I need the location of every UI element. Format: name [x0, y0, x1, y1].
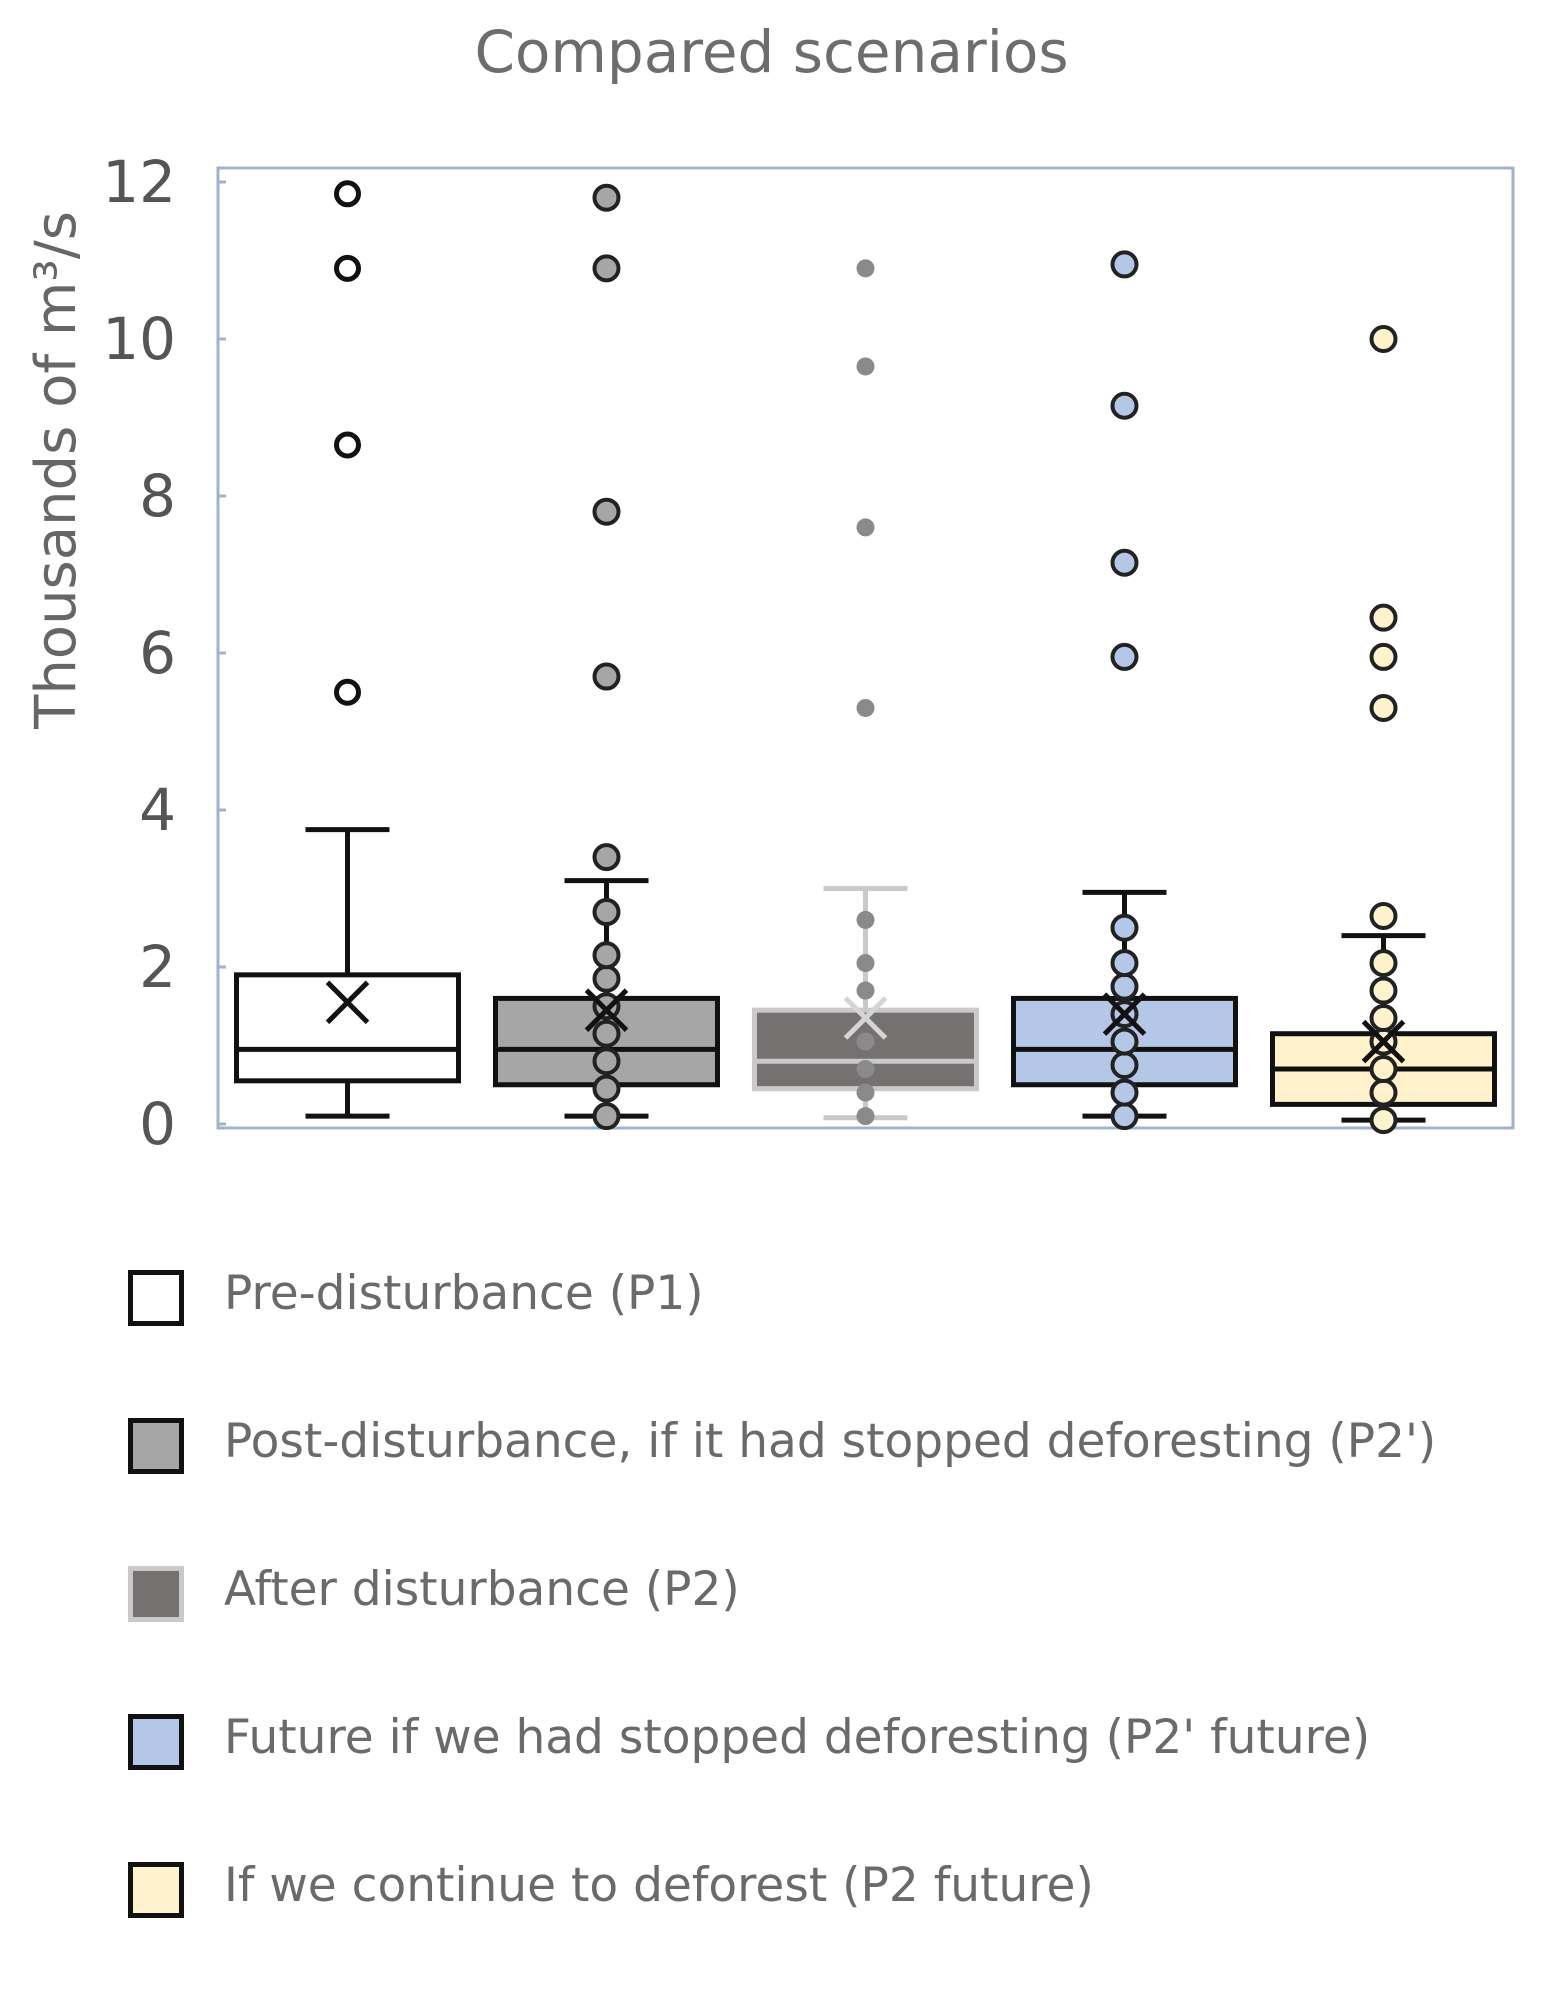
box-series-3 — [752, 259, 979, 1126]
plot-series — [234, 180, 1497, 1135]
data-point — [856, 1107, 875, 1126]
outlier-point — [1369, 325, 1398, 353]
data-point — [856, 981, 875, 1000]
legend-label: If we continue to deforest (P2 future) — [224, 1858, 1094, 1913]
outlier-point — [1369, 693, 1398, 722]
legend-label: Post-disturbance, if it had stopped defo… — [224, 1414, 1437, 1469]
outlier-point — [856, 698, 875, 717]
data-point — [856, 910, 875, 929]
data-point — [1110, 949, 1139, 978]
data-point — [592, 992, 621, 1021]
outlier-point — [1110, 642, 1139, 671]
outlier-point — [1369, 603, 1398, 632]
legend-swatch — [128, 1270, 184, 1326]
data-point — [592, 1102, 621, 1131]
legend-label: Future if we had stopped deforesting (P2… — [224, 1710, 1371, 1765]
mean-marker — [843, 996, 888, 1040]
y-axis-title: Thousands of m³/s — [24, 211, 89, 730]
y-tick-label: 6 — [139, 619, 176, 687]
outlier-point — [1110, 250, 1139, 279]
y-axis: 0 2 4 6 8 10 12 — [102, 148, 226, 1158]
outlier-point — [1110, 548, 1139, 577]
outlier-point — [334, 254, 361, 282]
data-point — [1369, 1078, 1398, 1107]
outlier-point — [592, 843, 621, 872]
legend-label: After disturbance (P2) — [224, 1562, 740, 1617]
data-point — [856, 1060, 875, 1079]
data-point — [1369, 901, 1398, 930]
outlier-point — [1369, 642, 1398, 671]
data-point — [1369, 976, 1398, 1005]
outlier-point — [856, 259, 875, 278]
data-point — [592, 1047, 621, 1076]
data-point — [1110, 1102, 1139, 1131]
data-point — [1110, 913, 1139, 942]
y-tick-label: 10 — [102, 305, 176, 373]
data-point — [1110, 972, 1139, 1001]
data-point — [592, 964, 621, 993]
y-tick-label: 8 — [139, 462, 176, 530]
legend-swatch — [128, 1862, 184, 1918]
data-point — [592, 898, 621, 927]
data-point — [1110, 1027, 1139, 1056]
data-point — [592, 941, 621, 970]
data-point — [856, 954, 875, 973]
y-tick-label: 0 — [139, 1090, 176, 1158]
plot-area — [216, 166, 1515, 1130]
outlier-point — [334, 431, 361, 459]
outlier-point — [334, 678, 361, 706]
data-point — [1110, 1078, 1139, 1107]
y-tick-label: 4 — [139, 776, 176, 844]
outlier-point — [592, 662, 621, 691]
data-point — [1369, 1004, 1398, 1033]
data-point — [592, 1074, 621, 1103]
data-point — [856, 1083, 875, 1102]
data-point — [1369, 1106, 1398, 1135]
legend-label: Pre-disturbance (P1) — [224, 1266, 704, 1321]
box-series-2 — [493, 183, 720, 1131]
box-series-4 — [1011, 250, 1238, 1131]
legend-swatch — [128, 1566, 184, 1622]
data-point — [1369, 949, 1398, 978]
data-point — [1110, 1051, 1139, 1080]
outlier-point — [856, 357, 875, 376]
iqr-box — [234, 972, 461, 1084]
legend-swatch — [128, 1714, 184, 1770]
data-point — [592, 1019, 621, 1048]
chart-title: Compared scenarios — [474, 18, 1069, 86]
outlier-point — [1110, 391, 1139, 420]
outlier-point — [334, 180, 361, 208]
data-point — [1369, 1055, 1398, 1084]
mean-marker — [1361, 1019, 1406, 1064]
y-tick-label: 12 — [102, 148, 176, 216]
mean-marker — [1102, 992, 1147, 1036]
outlier-point — [592, 183, 621, 212]
mean-marker — [325, 980, 370, 1025]
box-series-1 — [234, 180, 461, 1119]
mean-marker — [584, 988, 629, 1032]
y-tick-label: 2 — [139, 933, 176, 1001]
boxplot-chart: Thousands of m³/s 0 2 4 6 8 10 12 — [24, 148, 1515, 1158]
box-series-5 — [1270, 325, 1497, 1135]
legend-swatch — [128, 1418, 184, 1474]
outlier-point — [856, 518, 875, 537]
data-point — [856, 1032, 875, 1051]
outlier-point — [592, 254, 621, 283]
outlier-point — [592, 497, 621, 526]
